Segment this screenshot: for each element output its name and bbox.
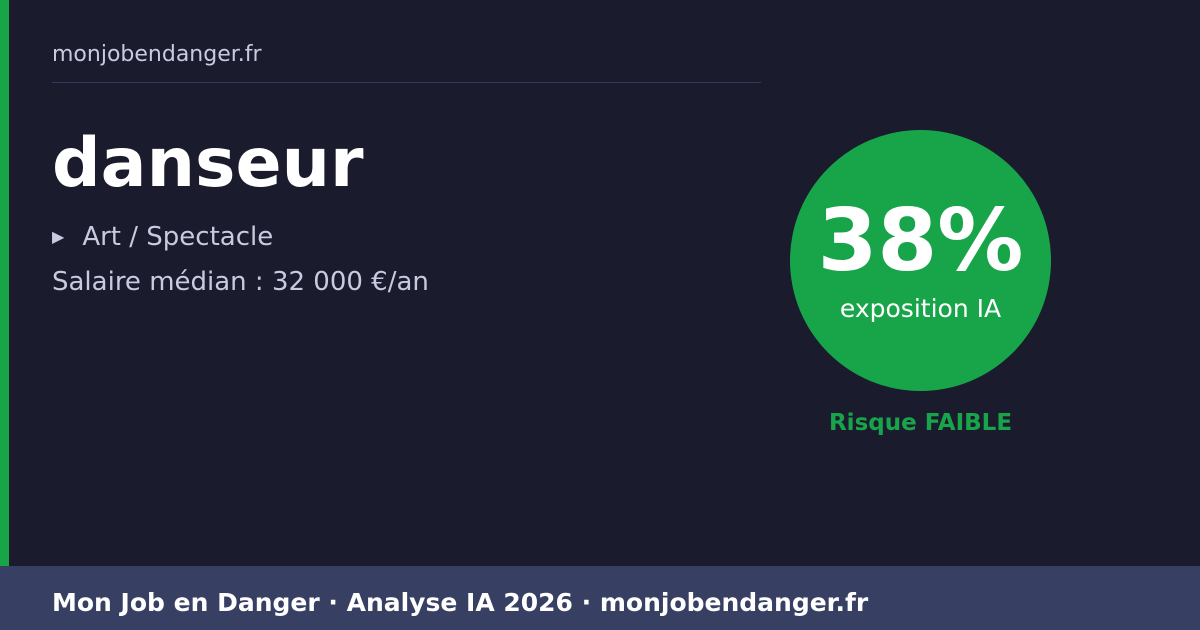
site-name: monjobendanger.fr <box>52 42 262 67</box>
category-label: Art / Spectacle <box>82 222 274 252</box>
exposure-percent: 38% <box>817 191 1024 291</box>
score-circle: 38% exposition IA <box>790 130 1051 391</box>
accent-bar <box>0 0 9 566</box>
job-title: danseur <box>52 124 364 203</box>
footer: Mon Job en Danger · Analyse IA 2026 · mo… <box>0 566 1200 630</box>
footer-text: Mon Job en Danger · Analyse IA 2026 · mo… <box>52 588 869 617</box>
median-salary: Salaire médian : 32 000 €/an <box>52 267 429 297</box>
triangle-right-icon: ▶ <box>52 227 65 246</box>
risk-level: Risque FAIBLE <box>828 410 1013 436</box>
exposure-label: exposition IA <box>839 294 1002 323</box>
divider <box>52 82 761 83</box>
job-category: ▶ Art / Spectacle <box>52 222 273 252</box>
